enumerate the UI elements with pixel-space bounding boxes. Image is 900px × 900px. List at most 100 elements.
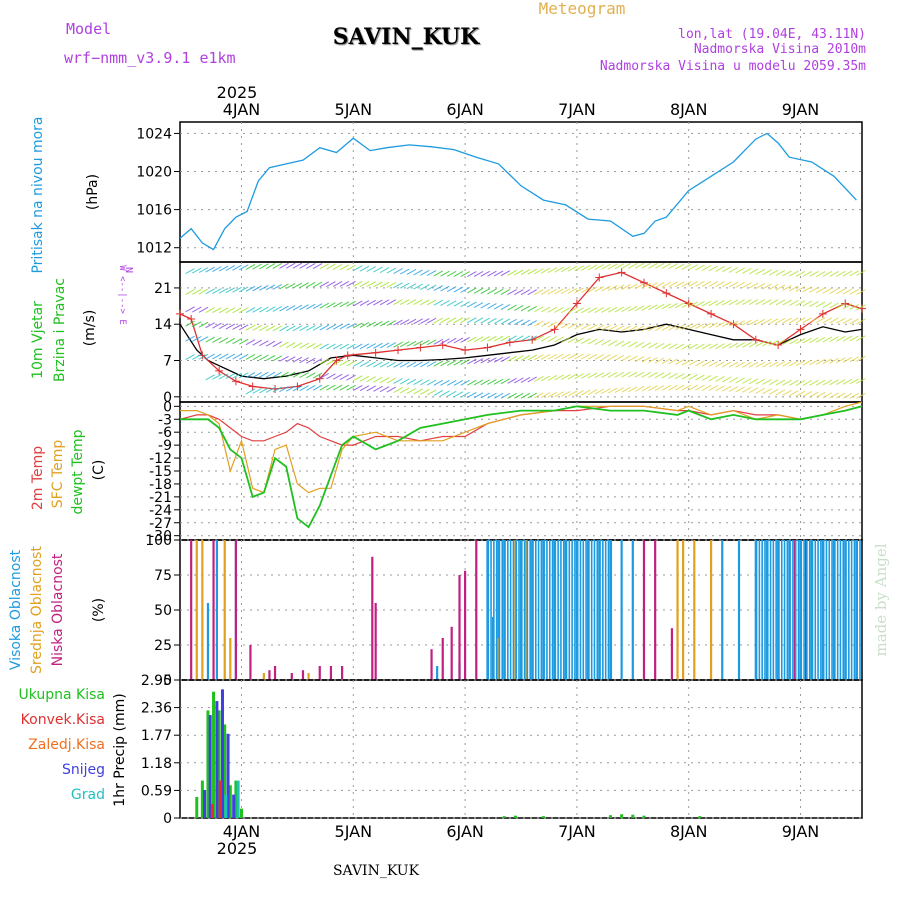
wind-barb bbox=[762, 379, 772, 385]
wind-barb bbox=[245, 263, 256, 270]
wind-barb bbox=[467, 358, 477, 365]
wind-ylabel-2: Brzina i Pravac bbox=[52, 278, 68, 382]
wind-barb bbox=[218, 353, 229, 360]
wind-barb bbox=[292, 356, 303, 363]
wind-barb bbox=[493, 270, 504, 277]
wind-barb bbox=[205, 336, 215, 343]
wind-barb bbox=[601, 339, 611, 346]
wind-barb bbox=[742, 377, 752, 384]
wind-barb bbox=[688, 343, 698, 350]
wind-barb bbox=[540, 392, 551, 398]
wind-barb bbox=[815, 379, 826, 386]
wind-barb bbox=[225, 265, 236, 272]
wind-barb bbox=[252, 285, 262, 292]
clouds-bar bbox=[582, 540, 585, 680]
wind-barb bbox=[386, 267, 397, 274]
gust-marker bbox=[617, 268, 626, 277]
wind-barb bbox=[265, 340, 276, 347]
wind-barb bbox=[668, 263, 678, 270]
wind-barb bbox=[326, 373, 336, 380]
gust-marker bbox=[231, 377, 240, 386]
wind-barb bbox=[453, 271, 464, 277]
wind-barb bbox=[547, 375, 558, 381]
wind-barb bbox=[232, 372, 242, 379]
wind-barb bbox=[373, 281, 383, 288]
wind-barb bbox=[379, 267, 390, 274]
wind-barb bbox=[406, 340, 417, 347]
wind-barb bbox=[239, 307, 249, 314]
wind-barb bbox=[775, 379, 786, 386]
clouds-bar bbox=[565, 540, 568, 680]
wind-barb bbox=[198, 267, 209, 273]
wind-barb bbox=[379, 386, 390, 393]
wind-barb bbox=[728, 342, 739, 349]
clouds-bar bbox=[769, 540, 772, 680]
wind-barb bbox=[534, 392, 544, 399]
wind-barb bbox=[420, 339, 430, 346]
wind-barb bbox=[292, 371, 303, 378]
legend-frozen: Zaledj.Kisa bbox=[28, 737, 105, 753]
wind-barb bbox=[661, 384, 672, 391]
year-label-bottom: 2025 bbox=[217, 839, 258, 858]
wind-barb bbox=[420, 361, 430, 368]
wind-barb bbox=[346, 360, 356, 367]
wind-barb bbox=[795, 285, 806, 292]
precip-bar bbox=[232, 794, 236, 818]
wind-barb bbox=[587, 264, 598, 271]
wind-barb bbox=[339, 301, 350, 308]
wind-barb bbox=[641, 304, 651, 311]
wind-barb bbox=[695, 374, 705, 381]
wind-barb bbox=[205, 288, 215, 295]
clouds-bar bbox=[620, 540, 623, 680]
wind-barb bbox=[185, 335, 195, 342]
wind-barb bbox=[789, 299, 799, 306]
wind-barb bbox=[433, 379, 444, 386]
meteogram-title: Meteogram bbox=[539, 0, 626, 18]
clouds-bar bbox=[430, 649, 433, 680]
wind-barb bbox=[795, 390, 806, 397]
wind-barb bbox=[554, 336, 564, 343]
wind-barb bbox=[339, 264, 350, 271]
precip-bar bbox=[200, 780, 204, 818]
wind-barb bbox=[373, 321, 383, 327]
clouds-bar bbox=[845, 540, 847, 680]
wind-barb bbox=[279, 283, 289, 290]
wind-barb bbox=[601, 285, 611, 292]
wind-barb bbox=[326, 302, 336, 309]
wind-barb bbox=[406, 318, 417, 325]
wind-barb bbox=[775, 270, 786, 276]
bottom-day-label: 8JAN bbox=[670, 822, 708, 841]
wind-barb bbox=[661, 324, 672, 331]
wind-barb bbox=[373, 376, 383, 383]
wind-barb bbox=[507, 304, 517, 311]
wind-barb bbox=[460, 337, 470, 343]
wind-barb bbox=[728, 361, 739, 368]
wind-barb bbox=[353, 280, 363, 287]
wind-barb bbox=[279, 341, 289, 348]
wind-barb bbox=[265, 325, 276, 332]
precip-bar bbox=[226, 733, 230, 818]
wind-barb bbox=[379, 299, 390, 306]
clouds-bar bbox=[828, 540, 831, 680]
wind-barb bbox=[406, 388, 417, 394]
cloud-unit: (%) bbox=[91, 598, 107, 622]
wind-barb bbox=[192, 376, 201, 381]
wind-barb bbox=[212, 373, 222, 380]
y-tick-label: 0 bbox=[163, 399, 172, 415]
wind-barb bbox=[292, 304, 303, 311]
clouds-bar bbox=[775, 540, 777, 680]
wind-barb bbox=[742, 341, 752, 348]
wind-barb bbox=[722, 321, 732, 328]
clouds-bar bbox=[764, 540, 766, 680]
wind-barb bbox=[654, 357, 665, 364]
precip-bar bbox=[502, 816, 506, 818]
wind-barb bbox=[212, 266, 222, 272]
clouds-bar bbox=[765, 540, 769, 680]
wind-barb bbox=[252, 354, 262, 361]
clouds-bar bbox=[441, 638, 444, 680]
clouds-bar bbox=[806, 540, 808, 680]
wind-barb bbox=[299, 357, 309, 364]
footer-station: SAVIN_KUK bbox=[333, 863, 420, 879]
wind-barb bbox=[547, 288, 558, 295]
wind-barb bbox=[701, 360, 712, 367]
